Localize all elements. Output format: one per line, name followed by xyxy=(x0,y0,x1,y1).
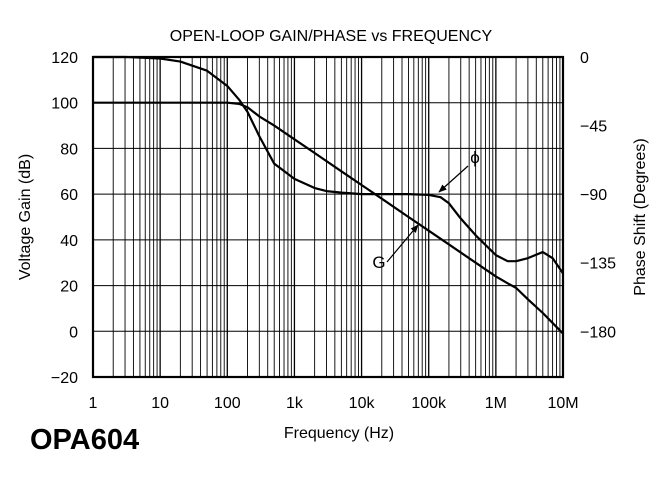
annotation-arrow xyxy=(438,165,469,193)
y-tick-label: −20 xyxy=(51,370,78,387)
annotation-label: G xyxy=(372,253,385,272)
chart-grid xyxy=(93,57,563,377)
y2-tick-label: −135 xyxy=(580,256,616,273)
part-number: OPA604 xyxy=(30,424,140,456)
y2-tick-label: 0 xyxy=(580,50,589,67)
curve-annotations: ϕG xyxy=(372,148,479,272)
x-axis-label: Frequency (Hz) xyxy=(284,425,394,442)
y-tick-label: 100 xyxy=(51,96,78,113)
y2-tick-label: −180 xyxy=(580,324,616,341)
y2-tick-label: −90 xyxy=(580,187,607,204)
x-tick-label: 1M xyxy=(485,395,507,412)
plot-area-border xyxy=(91,55,565,379)
x-tick-label: 10k xyxy=(349,395,376,412)
chart-title: OPEN-LOOP GAIN/PHASE vs FREQUENCY xyxy=(170,28,493,45)
y-tick-label: 80 xyxy=(60,141,78,158)
annotation-label: ϕ xyxy=(470,148,480,167)
x-tick-label: 10M xyxy=(547,395,578,412)
y2-tick-label: −45 xyxy=(580,119,607,136)
series-line-phase xyxy=(93,55,564,275)
y-tick-label: 20 xyxy=(60,279,78,296)
y-axis-label: Voltage Gain (dB) xyxy=(17,154,34,280)
x-tick-label: 100k xyxy=(411,395,447,412)
x-tick-label: 100 xyxy=(214,395,241,412)
x-tick-label: 1k xyxy=(286,395,304,412)
y-tick-label: 60 xyxy=(60,187,78,204)
curve-layer xyxy=(93,55,564,335)
x-tick-label: 1 xyxy=(89,395,98,412)
y-tick-label: 0 xyxy=(69,324,78,341)
y-tick-label: 40 xyxy=(60,233,78,250)
tick-labels: 1 10 100 1k 10k 100k 1M 10M −20 0 20 40 60 80 100 120 0 −… xyxy=(51,50,616,412)
annotation-arrow xyxy=(386,224,419,263)
x-tick-label: 10 xyxy=(151,395,169,412)
y2-axis-label: Phase Shift (Degrees) xyxy=(632,138,649,295)
y-tick-label: 120 xyxy=(51,50,78,67)
